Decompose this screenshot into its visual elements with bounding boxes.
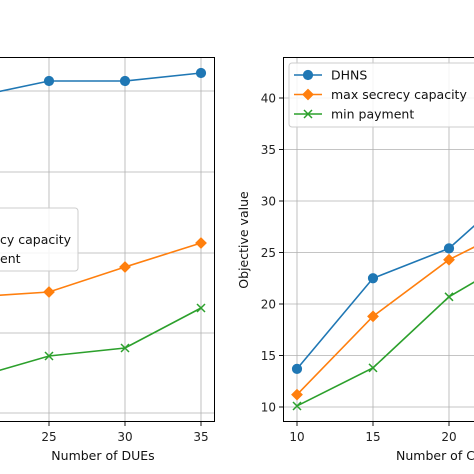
series-line-DHNS (0, 72, 202, 93)
x-tick-label: 35 (193, 430, 208, 444)
data-point-min-payment (44, 351, 54, 361)
x-tick-label: 30 (117, 430, 132, 444)
x-axis-label: Number of C (396, 448, 474, 463)
data-point-min-payment (120, 343, 130, 353)
y-tick-label: 40 (261, 92, 276, 106)
legend-box (288, 62, 474, 128)
data-point-DHNS (291, 363, 303, 374)
left-chart-panel: 25 30 35 Number of DUEs cy capacity ent (0, 57, 215, 463)
y-tick-label: 35 (261, 143, 276, 157)
y-tick-label: 20 (261, 298, 276, 312)
x-axis-label: Number of DUEs (51, 448, 154, 463)
data-point-max-secrecy-capacity (195, 237, 207, 249)
legend-box (0, 207, 79, 272)
y-axis-label: Objective value (236, 191, 251, 289)
data-point-min-payment (444, 292, 454, 302)
data-point-DHNS (43, 75, 55, 87)
x-tick-label: 10 (289, 430, 304, 444)
legend-label: cy capacity (0, 232, 72, 247)
data-point-min-payment (292, 401, 302, 411)
legend: cy capacity ent (0, 207, 79, 272)
data-point-min-payment (368, 363, 378, 373)
data-point-DHNS (367, 273, 379, 284)
data-point-min-payment (196, 303, 206, 313)
legend-label: ent (0, 251, 21, 266)
plot-area (291, 224, 474, 411)
legend-label: max secrecy capacity (331, 87, 467, 102)
plot-area (0, 67, 207, 372)
series-line-min-payment (296, 281, 474, 407)
series-line-DHNS (296, 224, 474, 370)
legend-marker (302, 88, 314, 101)
axes-frame (283, 57, 474, 422)
data-point-max-secrecy-capacity (119, 261, 131, 273)
axes-frame (0, 57, 215, 422)
x-tick-label: 20 (441, 430, 456, 444)
x-tick-label: 15 (365, 430, 380, 444)
legend-marker (302, 69, 314, 81)
series-line-max-secrecy-capacity (296, 246, 474, 396)
data-point-DHNS (119, 75, 131, 87)
y-tick-label: 30 (261, 195, 276, 209)
legend-marker (303, 109, 313, 119)
data-point-DHNS (443, 243, 455, 254)
x-tick-label: 25 (41, 430, 56, 444)
data-point-max-secrecy-capacity (367, 310, 379, 323)
data-point-max-secrecy-capacity (443, 253, 455, 266)
data-point-DHNS (195, 67, 207, 79)
legend-label: DHNS (331, 68, 367, 83)
legend-label: min payment (331, 107, 414, 122)
y-tick-label: 10 (261, 401, 276, 415)
data-point-max-secrecy-capacity (291, 388, 303, 401)
y-tick-label: 15 (261, 349, 276, 363)
series-line-min-payment (0, 307, 202, 372)
data-point-max-secrecy-capacity (43, 286, 55, 298)
right-chart-panel: 10 15 20 10 15 20 25 30 35 40 Number of C Objective… (236, 57, 474, 463)
series-line-max-secrecy-capacity (0, 242, 202, 297)
y-tick-label: 25 (261, 246, 276, 260)
legend: DHNS max secrecy capacity min payment (288, 62, 474, 128)
